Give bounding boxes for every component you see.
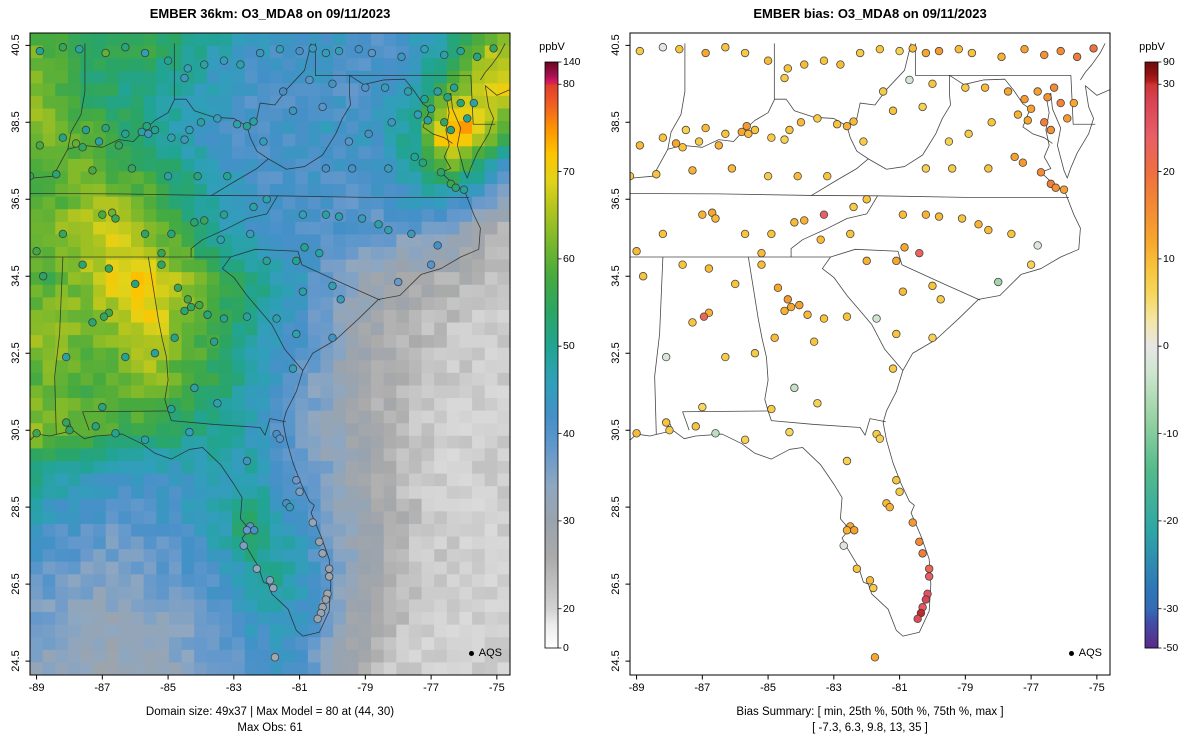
aqs-legend-label: AQS [478, 647, 502, 659]
aqs-dot-icon [468, 650, 474, 656]
aqs-dot-icon [1068, 650, 1074, 656]
caption-bias-summary-header: Bias Summary: [ min, 25th %, 50th %, 75t… [736, 706, 1004, 718]
bias-map-title: EMBER bias: O3_MDA8 on 09/11/2023 [753, 6, 987, 21]
caption-bias-summary-values: [ -7.3, 6.3, 9.8, 13, 35 ] [812, 722, 928, 734]
colorbar-units-label: ppbV [539, 41, 565, 53]
aqs-legend: AQS [422, 647, 502, 659]
colorbar-units-label: ppbV [1139, 41, 1165, 53]
panel-bias-map: EMBER bias: O3_MDA8 on 09/11/2023 ppbV A… [600, 0, 1200, 750]
caption-domain-size: Domain size: 49x37 | Max Model = 80 at (… [145, 706, 395, 718]
model-map-title: EMBER 36km: O3_MDA8 on 09/11/2023 [149, 6, 391, 21]
panel-model-map: EMBER 36km: O3_MDA8 on 09/11/2023 ppbV A… [0, 0, 600, 750]
bias-map-canvas [600, 0, 1200, 750]
caption-max-obs: Max Obs: 61 [237, 722, 303, 734]
aqs-legend-label: AQS [1078, 647, 1102, 659]
aqs-legend: AQS [1022, 647, 1102, 659]
model-map-canvas [0, 0, 600, 750]
